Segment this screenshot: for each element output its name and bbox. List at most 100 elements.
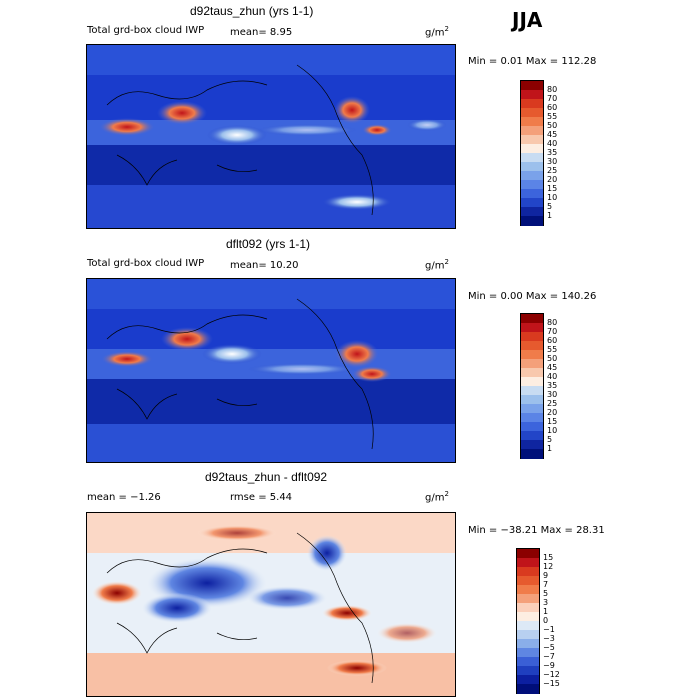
panel-1-minmax: Min = 0.01 Max = 112.28 — [468, 56, 597, 67]
colorbar-segment — [521, 216, 543, 226]
colorbar-tick-label: 9 — [543, 571, 549, 580]
colorbar-segment — [521, 413, 543, 423]
colorbar-tick-label: 45 — [547, 363, 558, 372]
colorbar-segment — [521, 395, 543, 405]
colorbar-tick-label: 50 — [547, 121, 558, 130]
colorbar-segment — [517, 567, 539, 577]
colorbar-tick-label: −1 — [543, 625, 555, 634]
panel-1-map — [86, 44, 456, 229]
colorbar-segment — [521, 377, 543, 387]
colorbar-tick-label: 70 — [547, 327, 558, 336]
panel-1-units: g/m2 — [425, 25, 449, 39]
colorbar-segment — [517, 558, 539, 568]
panel-3-map — [86, 512, 456, 697]
panel-3-minmax: Min = −38.21 Max = 28.31 — [468, 525, 605, 536]
colorbar-tick-label: 5 — [543, 589, 549, 598]
panel-2-mean: mean= 10.20 — [230, 260, 299, 271]
colorbar-segment — [517, 648, 539, 658]
panel-3-units: g/m2 — [425, 490, 449, 504]
colorbar-segment — [517, 612, 539, 622]
colorbar-segment — [517, 630, 539, 640]
panel-1-field-name: Total grd-box cloud IWP — [87, 25, 205, 36]
colorbar-segment — [521, 404, 543, 414]
panel-2-title: dflt092 (yrs 1-1) — [226, 237, 311, 251]
colorbar-tick-label: −5 — [543, 643, 555, 652]
colorbar-segment — [521, 198, 543, 208]
colorbar-segment — [517, 621, 539, 631]
colorbar-segment — [521, 314, 543, 324]
colorbar-segment — [521, 126, 543, 136]
colorbar-segment — [517, 639, 539, 649]
colorbar-segment — [521, 449, 543, 459]
colorbar-tick-label: 20 — [547, 408, 558, 417]
panel-2-map-field — [87, 279, 455, 462]
colorbar-segment — [521, 117, 543, 127]
colorbar-tick-label: 10 — [547, 426, 558, 435]
colorbar-segment — [521, 332, 543, 342]
colorbar-segment — [517, 603, 539, 613]
colorbar-tick-label: 12 — [543, 562, 554, 571]
colorbar-tick-label: 3 — [543, 598, 549, 607]
colorbar-tick-label: 25 — [547, 399, 558, 408]
colorbar-tick-label: 7 — [543, 580, 549, 589]
panel-2-map — [86, 278, 456, 463]
colorbar-tick-label: 5 — [547, 202, 553, 211]
colorbar-tick-label: −12 — [543, 670, 560, 679]
colorbar-tick-label: 70 — [547, 94, 558, 103]
colorbar-tick-label: 25 — [547, 166, 558, 175]
colorbar-segment — [521, 341, 543, 351]
colorbar-tick-label: 1 — [547, 444, 553, 453]
colorbar-tick-label: 55 — [547, 345, 558, 354]
colorbar-tick-label: −7 — [543, 652, 555, 661]
colorbar-segment — [521, 135, 543, 145]
colorbar-segment — [517, 585, 539, 595]
colorbar-segment — [521, 431, 543, 441]
colorbar-segment — [517, 666, 539, 676]
colorbar-segment — [521, 440, 543, 450]
colorbar-segment — [521, 171, 543, 181]
colorbar-tick-label: 55 — [547, 112, 558, 121]
colorbar-tick-label: 45 — [547, 130, 558, 139]
colorbar-segment — [517, 675, 539, 685]
colorbar-tick-label: 40 — [547, 372, 558, 381]
panel-1-colorbar: 80 70 60 55 50 45 40 35 30 25 20 15 10 5 1 — [520, 80, 557, 226]
colorbar-tick-label: 5 — [547, 435, 553, 444]
panel-3-map-field — [87, 513, 455, 696]
colorbar-tick-label: 20 — [547, 175, 558, 184]
panel-3-colorbar: 15 12 9 7 5 3 1 0 −1 −3 −5 −7 −9 −12 −15 — [516, 548, 560, 694]
colorbar-tick-label: 40 — [547, 139, 558, 148]
colorbar-segment — [517, 594, 539, 604]
colorbar-segment — [521, 144, 543, 154]
colorbar-segment — [517, 657, 539, 667]
colorbar-tick-label: 35 — [547, 381, 558, 390]
panel-3-title: d92taus_zhun - dflt092 — [205, 470, 328, 484]
colorbar-tick-label: 1 — [547, 211, 553, 220]
colorbar-segment — [521, 153, 543, 163]
colorbar-tick-label: 50 — [547, 354, 558, 363]
colorbar-tick-label: 0 — [543, 616, 549, 625]
colorbar-segment — [521, 108, 543, 118]
colorbar-tick-label: 80 — [547, 85, 558, 94]
colorbar-tick-label: 30 — [547, 390, 558, 399]
colorbar-tick-label: 15 — [547, 184, 558, 193]
colorbar-tick-label: 30 — [547, 157, 558, 166]
colorbar-segment — [521, 162, 543, 172]
colorbar-tick-label: 15 — [543, 553, 554, 562]
colorbar-segment — [521, 90, 543, 100]
colorbar-segment — [521, 99, 543, 109]
colorbar-tick-label: 60 — [547, 103, 558, 112]
colorbar-segment — [517, 684, 539, 694]
panel-1-title: d92taus_zhun (yrs 1-1) — [190, 4, 314, 18]
panel-2-colorbar: 80 70 60 55 50 45 40 35 30 25 20 15 10 5 1 — [520, 313, 557, 459]
colorbar-segment — [521, 359, 543, 369]
panel-2-minmax: Min = 0.00 Max = 140.26 — [468, 291, 597, 302]
colorbar-tick-label: −9 — [543, 661, 555, 670]
colorbar-segment — [521, 422, 543, 432]
colorbar-segment — [521, 180, 543, 190]
colorbar-tick-label: 80 — [547, 318, 558, 327]
panel-1-mean: mean= 8.95 — [230, 27, 293, 38]
colorbar-tick-label: 35 — [547, 148, 558, 157]
panel-3-mean: mean = −1.26 — [87, 492, 161, 503]
colorbar-segment — [521, 207, 543, 217]
colorbar-tick-label: −15 — [543, 679, 560, 688]
